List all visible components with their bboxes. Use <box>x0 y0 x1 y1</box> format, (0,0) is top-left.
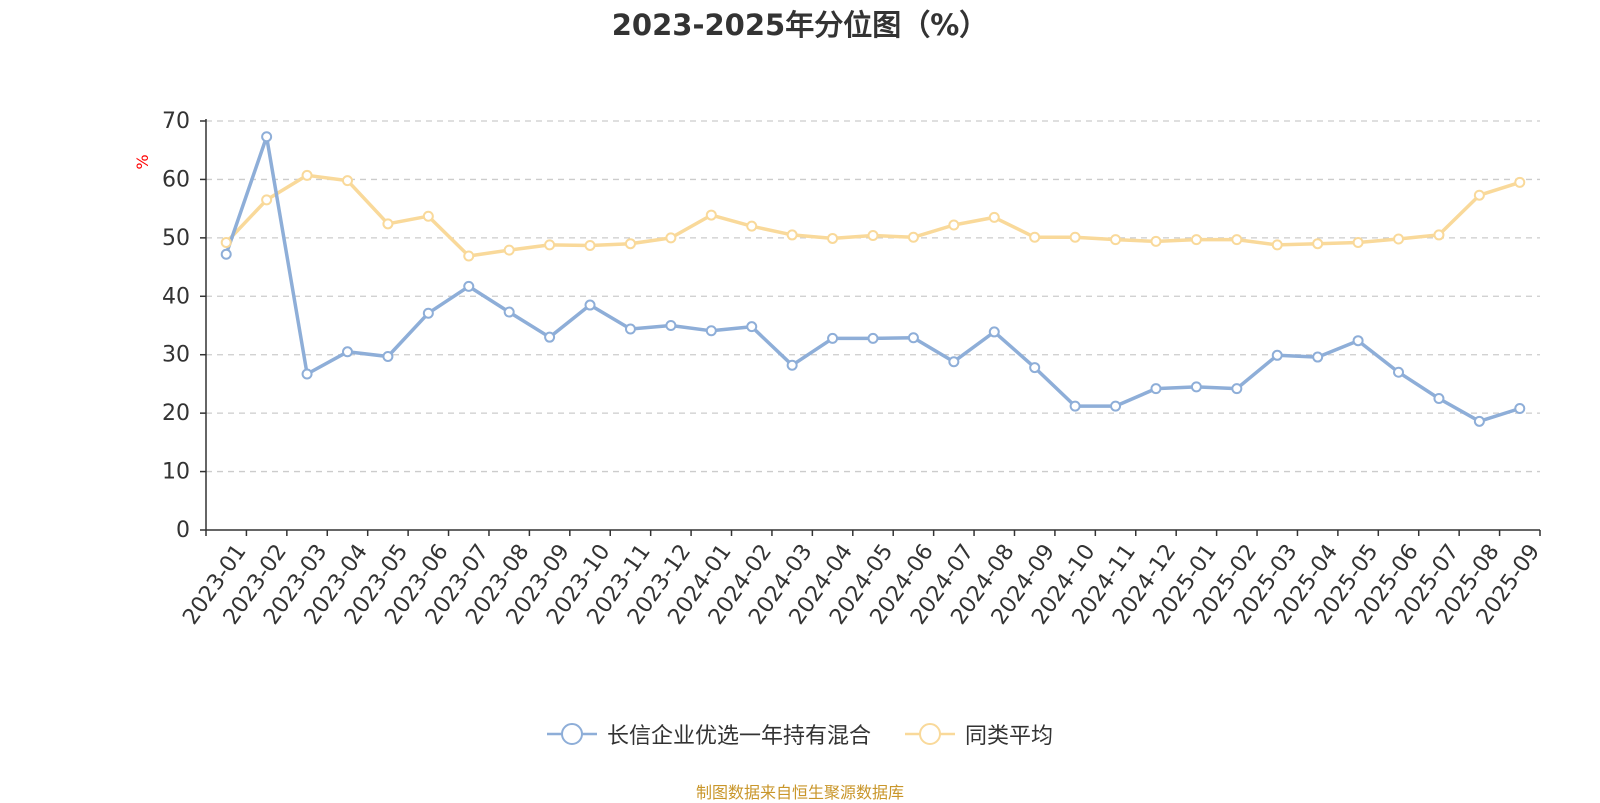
data-point-0 <box>1312 351 1324 363</box>
data-point-1 <box>1231 234 1243 246</box>
y-tick-label: 60 <box>162 167 190 192</box>
data-point-1 <box>786 229 798 241</box>
data-point-1 <box>301 169 313 181</box>
line-chart: 0102030405060702023-012023-022023-032023… <box>133 109 1545 629</box>
legend-label-fund: 长信企业优选一年持有混合 <box>606 724 871 749</box>
data-point-0 <box>1150 383 1162 395</box>
data-point-1 <box>1190 234 1202 246</box>
data-point-1 <box>746 220 758 232</box>
data-point-0 <box>948 356 960 368</box>
data-point-1 <box>665 232 677 244</box>
legend-symbol-average <box>905 723 955 745</box>
data-point-1 <box>1312 238 1324 250</box>
data-point-1 <box>1150 235 1162 247</box>
data-point-0 <box>1514 402 1526 414</box>
data-point-0 <box>786 359 798 371</box>
data-point-1 <box>261 194 273 206</box>
legend: 长信企业优选一年持有混合 同类平均 <box>0 718 1600 750</box>
data-point-0 <box>382 350 394 362</box>
data-point-1 <box>341 175 353 187</box>
data-point-1 <box>867 230 879 242</box>
data-point-1 <box>907 231 919 243</box>
data-point-1 <box>705 209 717 221</box>
data-point-1 <box>584 239 596 251</box>
data-point-1 <box>624 238 636 250</box>
data-point-0 <box>1473 415 1485 427</box>
series-line-1 <box>224 173 1521 258</box>
data-point-0 <box>988 326 1000 338</box>
data-point-0 <box>1110 400 1122 412</box>
data-point-0 <box>584 299 596 311</box>
legend-item-fund[interactable]: 长信企业优选一年持有混合 <box>546 718 871 750</box>
data-point-1 <box>503 244 515 256</box>
data-point-0 <box>907 332 919 344</box>
data-point-0 <box>1393 366 1405 378</box>
data-point-0 <box>827 332 839 344</box>
legend-item-average[interactable]: 同类平均 <box>905 718 1053 750</box>
data-point-0 <box>422 307 434 319</box>
data-point-0 <box>624 323 636 335</box>
series-lines <box>220 131 1526 427</box>
data-point-0 <box>503 306 515 318</box>
grid-lines <box>206 120 1540 473</box>
data-point-1 <box>1433 229 1445 241</box>
data-point-0 <box>301 368 313 380</box>
data-point-0 <box>1352 335 1364 347</box>
data-point-0 <box>463 280 475 292</box>
data-point-1 <box>1271 239 1283 251</box>
data-point-0 <box>1029 362 1041 374</box>
data-point-1 <box>1393 233 1405 245</box>
data-point-0 <box>867 332 879 344</box>
y-tick-label: 0 <box>176 518 190 543</box>
data-point-1 <box>463 250 475 262</box>
data-point-1 <box>1029 231 1041 243</box>
data-point-0 <box>1271 349 1283 361</box>
data-point-0 <box>1433 393 1445 405</box>
data-point-1 <box>220 237 232 249</box>
data-point-0 <box>544 331 556 343</box>
y-tick-label: 10 <box>162 460 190 485</box>
data-point-1 <box>948 219 960 231</box>
data-point-0 <box>261 131 273 143</box>
data-point-1 <box>422 210 434 222</box>
legend-label-average: 同类平均 <box>965 724 1054 749</box>
data-point-1 <box>1514 176 1526 188</box>
data-point-0 <box>705 325 717 337</box>
y-tick-label: 70 <box>162 109 190 134</box>
data-point-1 <box>988 211 1000 223</box>
legend-symbol-fund <box>546 723 597 745</box>
data-point-1 <box>1110 234 1122 246</box>
data-point-1 <box>1352 237 1364 249</box>
data-point-0 <box>1069 400 1081 412</box>
source-note: 制图数据来自恒生聚源数据库 <box>695 783 904 802</box>
data-point-1 <box>382 218 394 230</box>
data-point-0 <box>665 320 677 331</box>
data-point-0 <box>220 248 232 260</box>
chart-title: 2023-2025年分位图（%） <box>611 8 989 42</box>
data-point-0 <box>746 321 758 333</box>
data-point-1 <box>1473 189 1485 201</box>
y-tick-label: 30 <box>162 343 190 368</box>
y-axis-label: % <box>133 154 152 169</box>
y-tick-label: 20 <box>162 401 190 426</box>
data-point-0 <box>341 346 353 358</box>
axes: 0102030405060702023-012023-022023-032023… <box>162 109 1545 629</box>
data-point-1 <box>827 232 839 244</box>
data-point-0 <box>1231 383 1243 395</box>
data-point-1 <box>544 239 556 251</box>
data-point-0 <box>1190 381 1202 393</box>
y-tick-label: 50 <box>162 226 190 251</box>
data-point-1 <box>1069 231 1081 243</box>
y-tick-label: 40 <box>162 284 190 309</box>
